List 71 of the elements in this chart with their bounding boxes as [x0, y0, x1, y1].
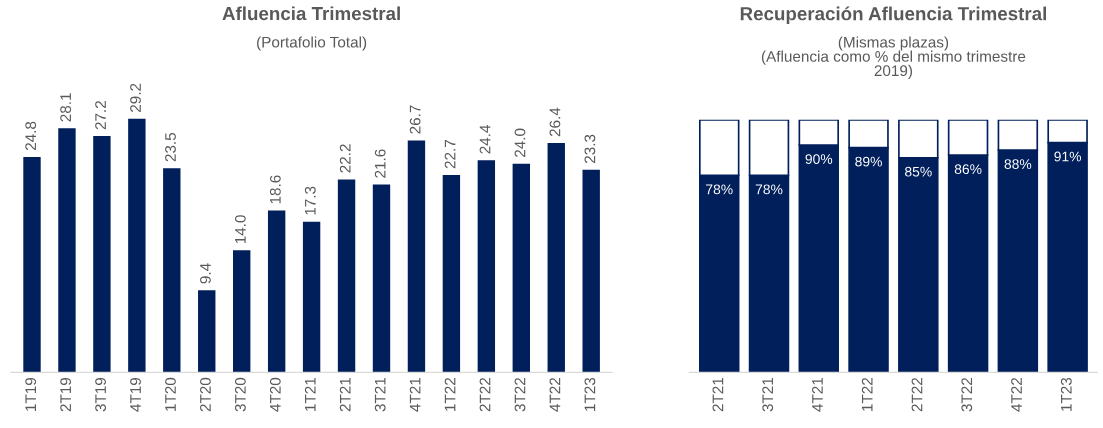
data-label: 91% [1054, 151, 1082, 162]
data-label: 17.3 [304, 186, 316, 215]
x-tick-label: 4T22 [1011, 377, 1022, 412]
chart-subtitle: (Mismas plazas) (Afluencia como % del mismo trimestre 2019) [761, 36, 1026, 80]
bar [302, 221, 321, 373]
data-label: 26.7 [409, 105, 421, 134]
data-label: 29.2 [130, 83, 141, 112]
x-tick-label: 4T21 [812, 377, 823, 412]
x-tick-label: 4T21 [409, 377, 421, 412]
data-label: 78% [706, 184, 733, 195]
bar [232, 250, 251, 373]
x-tick-label: 2T22 [911, 377, 923, 412]
data-label: 24.8 [25, 121, 37, 151]
x-tick-label: 2T19 [60, 377, 72, 412]
data-label: 85% [905, 166, 932, 177]
x-tick-label: 1T23 [1060, 377, 1072, 411]
data-label: 26.4 [549, 107, 561, 137]
bar [337, 179, 356, 373]
x-tick-label: 2T20 [200, 377, 211, 412]
x-tick-label: 1T20 [165, 377, 176, 411]
bar [512, 163, 530, 373]
x-tick-label: 3T19 [95, 377, 106, 412]
x-tick-label: 3T21 [374, 377, 386, 412]
data-label: 21.6 [374, 149, 386, 178]
data-label: 24.4 [479, 124, 491, 154]
bar [442, 175, 461, 373]
bar [547, 143, 565, 373]
bar [128, 118, 146, 373]
bar [163, 168, 181, 373]
data-label: 27.2 [95, 101, 106, 130]
x-tick-label: 3T22 [514, 377, 526, 412]
data-label: 28.1 [60, 93, 72, 122]
bar [477, 160, 496, 373]
data-label: 22.2 [339, 144, 351, 173]
x-tick-label: 2T21 [712, 377, 724, 412]
bar [582, 169, 600, 373]
x-tick-label: 3T21 [762, 377, 774, 412]
x-tick-label: 2T21 [339, 377, 351, 412]
data-label: 23.5 [165, 132, 176, 162]
x-tick-label: 1T22 [444, 377, 456, 411]
data-label: 18.6 [269, 175, 281, 204]
x-tick-label: 1T19 [25, 377, 37, 411]
bar [407, 140, 426, 373]
data-label: 78% [755, 184, 783, 195]
data-label: 89% [855, 156, 882, 167]
x-tick-label: 4T19 [130, 377, 141, 412]
data-label: 14.0 [234, 215, 246, 244]
x-tick-label: 4T20 [269, 377, 281, 412]
x-tick-label: 4T22 [549, 377, 561, 412]
x-tick-label: 2T22 [479, 377, 491, 412]
chart-title: Afluencia Trimestral [222, 6, 400, 21]
bar [58, 128, 76, 373]
x-tick-label: 3T22 [961, 377, 973, 412]
chart-subtitle: (Portafolio Total) [257, 36, 367, 51]
data-label: 90% [805, 154, 833, 164]
x-tick-label: 3T20 [234, 377, 246, 412]
bar [198, 290, 216, 373]
data-label: 22.7 [444, 140, 456, 169]
x-tick-label: 1T21 [304, 377, 316, 411]
bar [93, 136, 111, 373]
bar [23, 156, 41, 373]
data-label: 9.4 [200, 263, 211, 284]
data-label: 86% [954, 164, 982, 175]
data-label: 23.3 [584, 134, 596, 164]
bar [372, 184, 391, 373]
data-label: 24.0 [514, 128, 526, 157]
bar [267, 210, 286, 373]
x-tick-label: 1T22 [861, 377, 873, 411]
data-label: 88% [1004, 159, 1032, 170]
chart-title: Recuperación Afluencia Trimestral [740, 6, 1046, 25]
x-tick-label: 1T23 [584, 377, 596, 411]
